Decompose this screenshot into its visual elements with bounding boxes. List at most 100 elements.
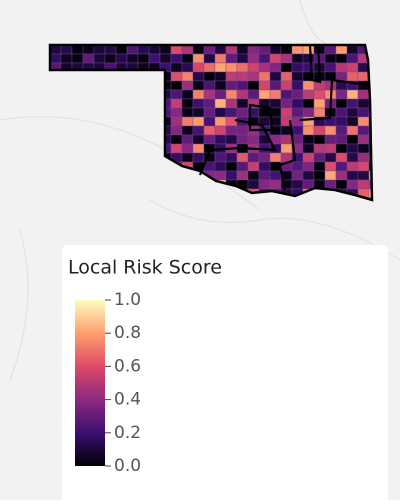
county-cell <box>346 107 359 118</box>
county-cell <box>148 45 161 55</box>
county-cell <box>280 134 293 145</box>
county-cell <box>236 53 249 64</box>
county-cell <box>60 45 73 55</box>
county-cell <box>302 161 315 172</box>
county-cell <box>313 98 326 109</box>
legend-title: Local Risk Score <box>68 257 222 279</box>
county-cell <box>291 161 304 172</box>
county-cell <box>313 143 326 154</box>
county-cell <box>357 179 370 190</box>
county-cell <box>181 152 194 163</box>
county-cell <box>203 62 216 73</box>
county-cell <box>335 89 348 100</box>
county-cell <box>214 161 227 172</box>
county-cell <box>50 45 62 55</box>
county-cell <box>357 98 370 109</box>
county-cell <box>324 170 337 181</box>
county-cell <box>170 62 183 73</box>
tick-label: 0.2 <box>114 423 141 443</box>
county-cell <box>302 143 315 154</box>
county-cell <box>170 125 183 136</box>
county-cell <box>93 53 106 64</box>
county-cell <box>214 98 227 109</box>
county-cell <box>346 71 359 82</box>
county-cell <box>115 53 128 64</box>
county-cell <box>291 179 304 190</box>
county-cell <box>181 62 194 73</box>
county-cell <box>236 107 249 118</box>
county-cell <box>335 107 348 118</box>
county-cell <box>258 80 271 91</box>
county-cell <box>291 53 304 64</box>
county-cell <box>236 89 249 100</box>
county-cell <box>335 45 348 55</box>
county-cell <box>170 143 183 154</box>
county-cell <box>148 53 161 64</box>
county-cell <box>280 89 293 100</box>
county-cell <box>82 45 95 55</box>
county-cell <box>126 53 139 64</box>
county-cell <box>258 161 271 172</box>
county-cell <box>302 170 315 181</box>
county-cell <box>302 134 315 145</box>
county-cell <box>324 152 337 163</box>
county-cell <box>203 53 216 64</box>
county-cell <box>302 98 315 109</box>
county-cell <box>159 53 172 64</box>
colorbar <box>75 300 105 466</box>
county-cell <box>225 71 238 82</box>
county-cell <box>236 71 249 82</box>
county-cell <box>346 53 359 64</box>
county-cell <box>192 62 205 73</box>
county-cell <box>280 71 293 82</box>
county-cell <box>302 53 315 64</box>
county-cell <box>280 143 293 154</box>
county-cell <box>181 98 194 109</box>
county-cell <box>324 143 337 154</box>
county-cell <box>247 170 260 181</box>
county-cell <box>313 161 326 172</box>
county-cell <box>357 125 370 136</box>
county-cell <box>225 62 238 73</box>
county-cell <box>214 170 227 181</box>
county-cell <box>104 53 117 64</box>
county-cell <box>203 45 216 55</box>
county-cell <box>192 80 205 91</box>
county-cell <box>258 107 271 118</box>
county-cell <box>214 71 227 82</box>
county-cell <box>357 71 370 82</box>
county-cell <box>225 125 238 136</box>
county-cell <box>214 134 227 145</box>
county-cell <box>170 45 183 55</box>
county-cell <box>269 71 282 82</box>
county-cell <box>269 89 282 100</box>
county-cell <box>181 45 194 55</box>
county-cell <box>313 125 326 136</box>
county-cell <box>346 45 359 55</box>
county-cell <box>181 71 194 82</box>
county-cell <box>357 170 370 181</box>
county-cell <box>203 116 216 127</box>
county-cell <box>170 107 183 118</box>
county-cell <box>269 80 282 91</box>
county-cell <box>236 170 249 181</box>
county-cell <box>192 107 205 118</box>
county-cell <box>357 107 370 118</box>
county-cell <box>203 98 216 109</box>
county-cell <box>192 116 205 127</box>
county-cell <box>346 98 359 109</box>
county-cell <box>126 45 139 55</box>
county-cell <box>269 62 282 73</box>
county-cell <box>258 45 271 55</box>
county-cell <box>335 179 348 190</box>
county-cell <box>291 62 304 73</box>
county-cell <box>214 116 227 127</box>
county-cell <box>324 179 337 190</box>
county-cell <box>269 152 282 163</box>
county-cell <box>192 134 205 145</box>
county-cell <box>335 170 348 181</box>
county-cell <box>225 170 238 181</box>
county-cell <box>192 143 205 154</box>
county-cell <box>236 161 249 172</box>
county-cell <box>357 152 370 163</box>
